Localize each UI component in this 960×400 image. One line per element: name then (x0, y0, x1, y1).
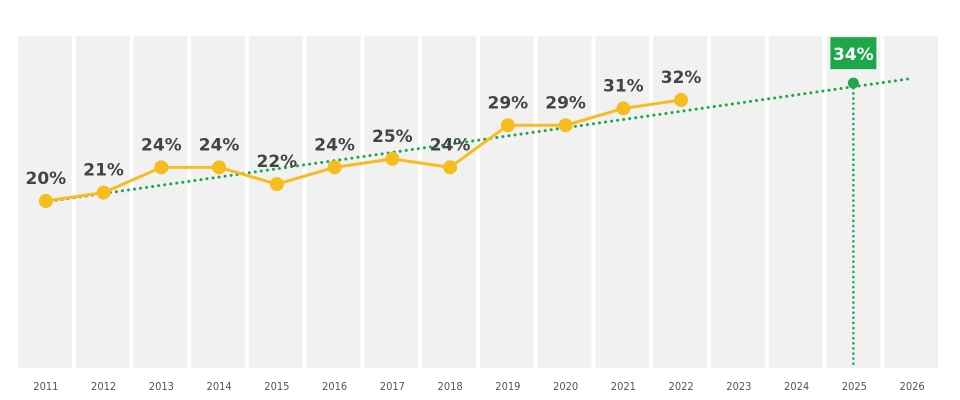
x-tick-label-2012: 2012 (91, 380, 116, 393)
x-tick-label-2025: 2025 (842, 380, 867, 393)
x-tick-label-2020: 2020 (553, 380, 578, 393)
trend-line (42, 77, 910, 204)
x-axis-ticks: 2011 2012 2013 2014 2015 2016 2017 2018 2019 2020… (33, 380, 924, 393)
column-bg-2014 (191, 36, 245, 368)
data-point-2021 (616, 101, 631, 116)
data-label-2012: 21% (83, 161, 124, 181)
data-label-2019: 29% (488, 93, 529, 113)
x-tick-label-2024: 2024 (784, 380, 809, 393)
column-bg-2016 (306, 36, 361, 368)
data-label-2016: 24% (314, 135, 355, 155)
column-bg-2017 (364, 36, 419, 368)
column-backgrounds (18, 36, 938, 368)
forecast-layer: 34% (830, 37, 877, 370)
data-label-2015: 22% (257, 152, 298, 172)
x-tick-label-2023: 2023 (726, 380, 751, 393)
data-point-2020 (558, 118, 573, 133)
data-point-2011 (38, 194, 53, 208)
x-tick-label-2013: 2013 (149, 380, 174, 393)
x-tick-label-2017: 2017 (380, 380, 405, 393)
column-bg-2022 (653, 36, 707, 368)
column-bg-2012 (75, 36, 130, 368)
column-bg-2018 (422, 36, 476, 368)
data-point-2014 (212, 160, 227, 175)
column-bg-2013 (133, 36, 188, 368)
column-bg-2020 (537, 36, 592, 368)
trend-layer (42, 77, 910, 204)
x-tick-label-2011: 2011 (33, 380, 58, 393)
column-bg-2015 (249, 36, 303, 368)
data-label-2018: 24% (430, 135, 471, 155)
data-label-2011: 20% (26, 169, 67, 189)
column-bg-2026 (884, 36, 938, 368)
data-point-2016 (327, 160, 342, 175)
data-point-2017 (385, 151, 400, 166)
series-layer (38, 93, 689, 208)
data-point-2015 (269, 177, 284, 192)
data-labels: 20% 21% 24% 24% 22% 24% 25% 24% 29% 29% 31% 32% (26, 68, 702, 189)
forecast-point (847, 77, 859, 89)
forecast-label-box (830, 37, 877, 70)
data-label-2020: 29% (545, 93, 586, 113)
forecast-label: 34% (833, 45, 874, 65)
column-bg-2024 (768, 36, 823, 368)
data-label-2014: 24% (199, 135, 240, 155)
x-tick-label-2019: 2019 (495, 380, 520, 393)
series-line-0 (45, 98, 682, 203)
data-label-2013: 24% (141, 135, 182, 155)
data-point-2018 (443, 160, 458, 175)
data-point-2019 (500, 118, 515, 133)
data-label-2021: 31% (603, 76, 644, 96)
column-bg-2023 (711, 36, 765, 368)
x-tick-label-2021: 2021 (611, 380, 636, 393)
x-tick-label-2015: 2015 (264, 380, 289, 393)
x-tick-label-2022: 2022 (669, 380, 694, 393)
x-tick-label-2016: 2016 (322, 380, 347, 393)
data-label-2017: 25% (372, 127, 413, 147)
column-bg-2021 (595, 36, 650, 368)
x-tick-label-2014: 2014 (207, 380, 232, 393)
data-point-2013 (154, 160, 169, 175)
data-point-2012 (96, 185, 111, 200)
data-label-2022: 32% (661, 68, 702, 88)
column-bg-2019 (480, 36, 534, 368)
data-point-2022 (674, 93, 689, 107)
x-tick-label-2018: 2018 (438, 380, 463, 393)
x-tick-label-2026: 2026 (900, 380, 925, 393)
